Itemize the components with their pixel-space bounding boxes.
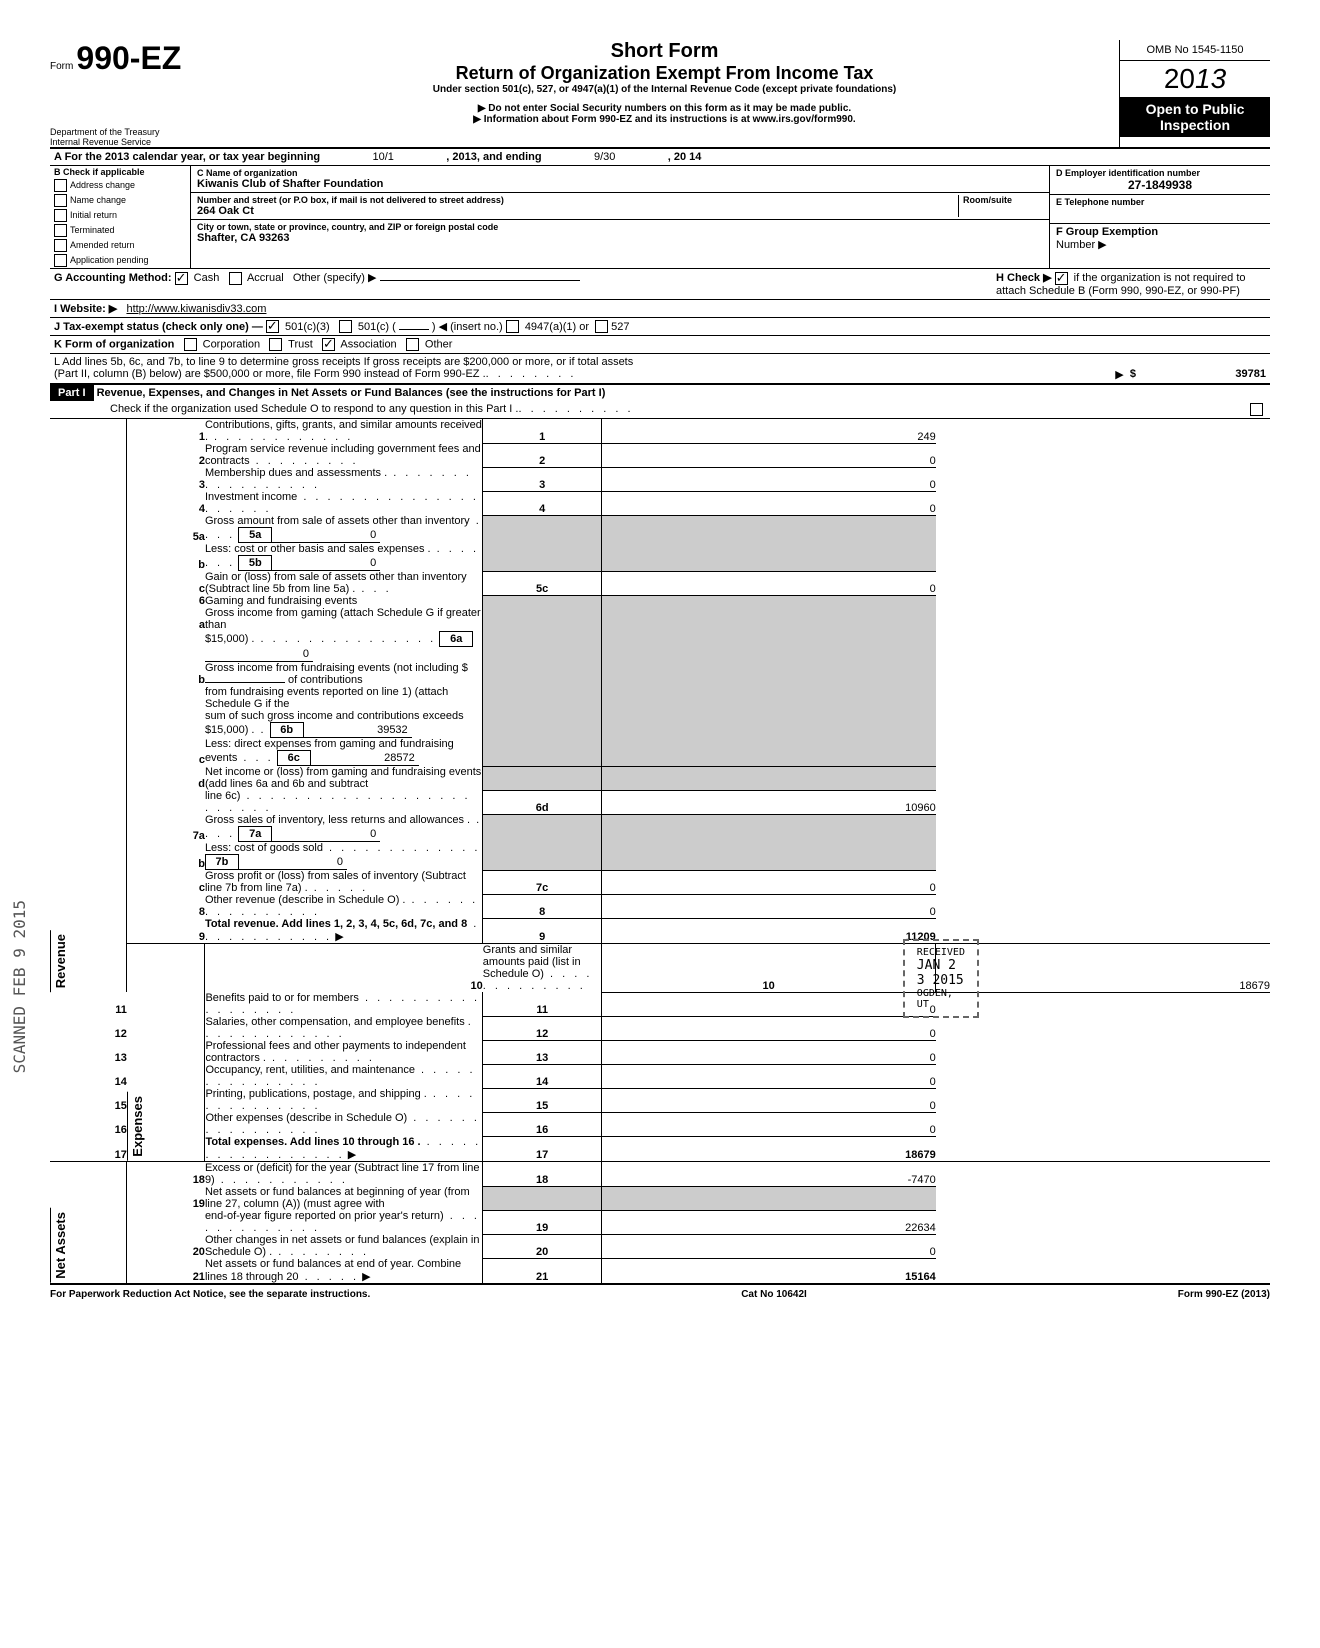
line7c-val: 0 — [602, 870, 936, 894]
line4-val: 0 — [602, 491, 936, 515]
dept-irs: Internal Revenue Service — [50, 137, 200, 147]
section-f: F Group Exemption Number ▶ — [1050, 224, 1270, 253]
line6c-val: 28572 — [311, 751, 419, 766]
line6a-val: 0 — [205, 647, 313, 662]
expenses-label: Expenses — [127, 1092, 147, 1161]
check-corp[interactable] — [184, 338, 197, 351]
line20-val: 0 — [602, 1234, 936, 1258]
check-terminated[interactable] — [54, 224, 67, 237]
line17-val: 18679 — [602, 1136, 936, 1162]
line18-val: -7470 — [602, 1162, 936, 1187]
form-header: Form 990-EZ Department of the Treasury I… — [50, 40, 1270, 149]
section-a: A For the 2013 calendar year, or tax yea… — [50, 149, 1270, 166]
line5a-val: 0 — [272, 528, 380, 543]
revenue-label: Revenue — [50, 930, 70, 992]
org-name: Kiwanis Club of Shafter Foundation — [197, 178, 1043, 190]
website-url: http://www.kiwanisdiv33.com — [126, 303, 266, 315]
form-year: 2013 — [1120, 61, 1270, 97]
section-k: K Form of organization Corporation Trust… — [50, 336, 1270, 354]
open-public-2: Inspection — [1124, 117, 1266, 133]
footer: For Paperwork Reduction Act Notice, see … — [50, 1285, 1270, 1300]
check-h[interactable] — [1055, 272, 1068, 285]
section-i: I Website: ▶ http://www.kiwanisdiv33.com — [50, 300, 1270, 318]
gross-receipts: 39781 — [1136, 368, 1266, 381]
line9-val: 11209 — [602, 918, 936, 944]
check-assoc[interactable] — [322, 338, 335, 351]
line1-val: 249 — [602, 419, 936, 443]
section-g: G Accounting Method: Cash Accrual Other … — [50, 269, 992, 299]
check-527[interactable] — [595, 320, 608, 333]
check-4947[interactable] — [506, 320, 519, 333]
line15-val: 0 — [602, 1088, 936, 1112]
section-c: C Name of organization Kiwanis Club of S… — [191, 166, 1049, 268]
side-stamp: SCANNED FEB 9 2015 — [10, 900, 29, 1073]
line5c-val: 0 — [602, 571, 936, 595]
netassets-label: Net Assets — [50, 1208, 70, 1283]
line6b-val: 39532 — [304, 723, 412, 738]
line13-val: 0 — [602, 1040, 936, 1064]
main-table: Revenue 1 Contributions, gifts, grants, … — [50, 419, 1270, 1285]
line10-val: 18679 — [936, 944, 1270, 993]
line7a-val: 0 — [272, 827, 380, 842]
line6d-val: 10960 — [602, 790, 936, 814]
received-stamp: RECEIVED JAN 2 3 2015 OGDEN, UT — [903, 939, 979, 1018]
title-short-form: Short Form — [220, 40, 1109, 63]
check-part1-scho[interactable] — [1250, 403, 1263, 416]
line12-val: 0 — [602, 1016, 936, 1040]
ssn-note: ▶ Do not enter Social Security numbers o… — [220, 103, 1109, 114]
part1-title: Revenue, Expenses, and Changes in Net As… — [97, 387, 606, 399]
check-501c3[interactable] — [266, 320, 279, 333]
line11-val: 0 — [602, 992, 936, 1016]
omb-number: OMB No 1545-1150 — [1120, 40, 1270, 61]
line19-val: 22634 — [602, 1210, 936, 1234]
section-h: H Check ▶ if the organization is not req… — [992, 269, 1270, 299]
check-other-k[interactable] — [406, 338, 419, 351]
section-b: B Check if applicable Address change Nam… — [50, 166, 191, 268]
line2-val: 0 — [602, 443, 936, 467]
section-j: J Tax-exempt status (check only one) — 5… — [50, 318, 1270, 337]
org-street: 264 Oak Ct — [197, 205, 958, 217]
line14-val: 0 — [602, 1064, 936, 1088]
dept-treasury: Department of the Treasury — [50, 127, 200, 137]
check-initial[interactable] — [54, 209, 67, 222]
part1-header: Part I — [50, 385, 94, 401]
check-name[interactable] — [54, 194, 67, 207]
info-note: ▶ Information about Form 990-EZ and its … — [220, 114, 1109, 125]
line8-val: 0 — [602, 894, 936, 918]
line3-val: 0 — [602, 467, 936, 491]
section-l: L Add lines 5b, 6c, and 7b, to line 9 to… — [50, 354, 1270, 385]
open-public-1: Open to Public — [1124, 101, 1266, 117]
section-e: E Telephone number — [1050, 195, 1270, 224]
line5b-val: 0 — [272, 556, 380, 571]
line7b-val: 0 — [239, 855, 347, 870]
under-section: Under section 501(c), 527, or 4947(a)(1)… — [220, 84, 1109, 95]
check-address[interactable] — [54, 179, 67, 192]
check-amended[interactable] — [54, 239, 67, 252]
form-number: 990-EZ — [76, 40, 181, 76]
check-cash[interactable] — [175, 272, 188, 285]
check-pending[interactable] — [54, 254, 67, 267]
check-accrual[interactable] — [229, 272, 242, 285]
form-prefix: Form — [50, 61, 73, 72]
check-501c[interactable] — [339, 320, 352, 333]
org-city: Shafter, CA 93263 — [197, 232, 1043, 244]
check-trust[interactable] — [269, 338, 282, 351]
section-d: D Employer identification number 27-1849… — [1050, 166, 1270, 195]
line21-val: 15164 — [602, 1258, 936, 1284]
line16-val: 0 — [602, 1112, 936, 1136]
title-return: Return of Organization Exempt From Incom… — [220, 63, 1109, 84]
ein: 27-1849938 — [1056, 178, 1264, 192]
